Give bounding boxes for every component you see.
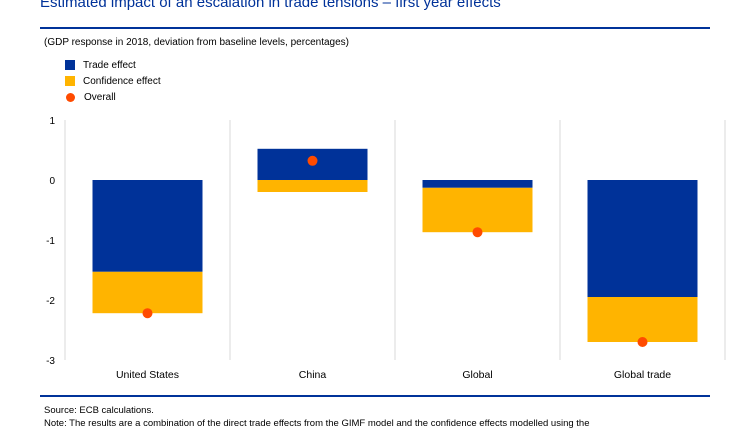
x-category-label: Global trade [614, 369, 671, 381]
source-note: Source: ECB calculations. [44, 405, 154, 416]
chart-subtitle: (GDP response in 2018, deviation from ba… [44, 37, 349, 48]
footer-rule [40, 395, 710, 397]
x-category-label: China [299, 369, 327, 381]
legend-label-confidence: Confidence effect [83, 75, 161, 87]
legend-dot-overall [66, 92, 75, 102]
overall-dot-1 [307, 155, 318, 166]
overall-dot-0 [142, 308, 153, 319]
x-category-label: Global [462, 369, 492, 381]
chart-title: Estimated impact of an escalation in tra… [40, 0, 501, 11]
chart-legend: Trade effect Confidence effect Overall [65, 57, 161, 105]
confidence-effect-bar-2 [422, 187, 533, 233]
trade-effect-bar-2 [422, 180, 533, 188]
legend-item-confidence: Confidence effect [65, 73, 161, 89]
y-tick-label: 0 [49, 176, 55, 187]
footnote: Note: The results are a combination of t… [44, 418, 590, 429]
trade-effect-bar-0 [92, 180, 203, 272]
legend-item-overall: Overall [65, 89, 161, 105]
confidence-effect-bar-3 [587, 297, 698, 342]
legend-swatch-trade [65, 60, 75, 70]
overall-dot-3 [637, 337, 648, 347]
legend-item-trade: Trade effect [65, 57, 161, 73]
overall-dot-2 [472, 227, 483, 238]
legend-label-overall: Overall [84, 91, 116, 103]
confidence-effect-bar-0 [92, 271, 203, 314]
legend-swatch-confidence [65, 76, 75, 86]
x-category-label: United States [116, 369, 179, 381]
confidence-effect-bar-1 [257, 180, 368, 192]
y-tick-label: -3 [46, 356, 55, 367]
trade-effect-bar-3 [587, 180, 698, 297]
y-tick-label: -2 [46, 296, 55, 307]
legend-label-trade: Trade effect [83, 59, 136, 71]
y-tick-label: -1 [46, 236, 55, 247]
title-rule [40, 27, 710, 29]
y-tick-label: 1 [49, 116, 55, 127]
